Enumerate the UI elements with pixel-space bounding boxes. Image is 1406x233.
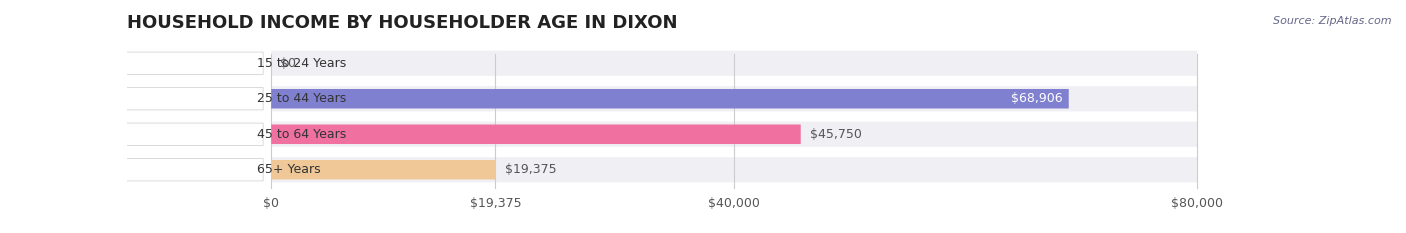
Text: $45,750: $45,750: [810, 128, 862, 141]
Text: $19,375: $19,375: [505, 163, 557, 176]
FancyBboxPatch shape: [127, 52, 263, 74]
FancyBboxPatch shape: [127, 88, 263, 110]
FancyBboxPatch shape: [271, 157, 1197, 182]
Text: HOUSEHOLD INCOME BY HOUSEHOLDER AGE IN DIXON: HOUSEHOLD INCOME BY HOUSEHOLDER AGE IN D…: [127, 14, 678, 32]
Text: 15 to 24 Years: 15 to 24 Years: [257, 57, 346, 70]
FancyBboxPatch shape: [271, 89, 1069, 109]
Text: Source: ZipAtlas.com: Source: ZipAtlas.com: [1274, 16, 1392, 26]
FancyBboxPatch shape: [127, 159, 263, 181]
FancyBboxPatch shape: [271, 122, 1197, 147]
Text: 65+ Years: 65+ Years: [257, 163, 321, 176]
FancyBboxPatch shape: [271, 86, 1197, 111]
Text: 45 to 64 Years: 45 to 64 Years: [257, 128, 346, 141]
Text: $0: $0: [280, 57, 297, 70]
Text: $68,906: $68,906: [1011, 92, 1063, 105]
FancyBboxPatch shape: [271, 51, 1197, 76]
FancyBboxPatch shape: [271, 124, 801, 144]
FancyBboxPatch shape: [271, 160, 495, 179]
Text: 25 to 44 Years: 25 to 44 Years: [257, 92, 346, 105]
FancyBboxPatch shape: [127, 123, 263, 145]
